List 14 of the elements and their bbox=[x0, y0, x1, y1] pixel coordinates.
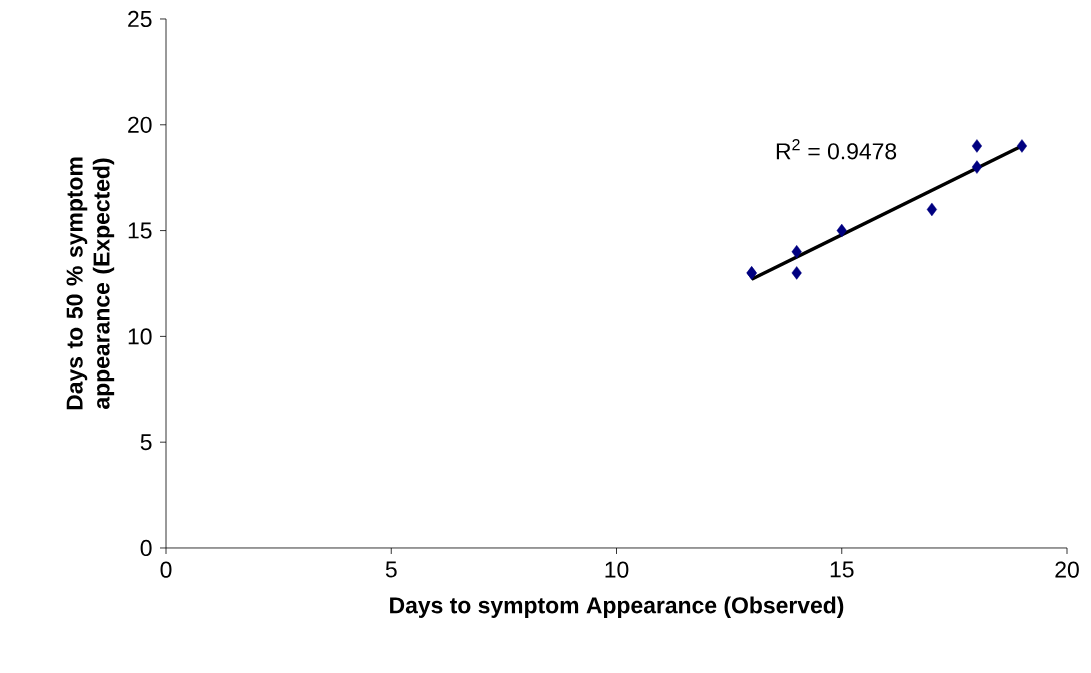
x-tick-label: 20 bbox=[1055, 561, 1079, 578]
y-tick-label: 10 bbox=[128, 328, 152, 345]
annotation: R$^{2}$ = 0.9478 bbox=[776, 138, 897, 160]
x-tick-label: 10 bbox=[605, 561, 629, 578]
x-tick-label: 0 bbox=[160, 561, 172, 578]
y-tick-label: 20 bbox=[128, 116, 152, 133]
x-axis-title: Days to symptom Appearance (Observed) bbox=[390, 596, 844, 618]
x-tick-label: 15 bbox=[830, 561, 854, 578]
x-tick-label: 5 bbox=[385, 561, 397, 578]
y-tick-label: 0 bbox=[140, 539, 152, 557]
y-tick-label: 25 bbox=[128, 10, 152, 28]
y-tick-label: 15 bbox=[128, 222, 152, 239]
y-tick-label: 5 bbox=[140, 434, 152, 451]
y-axis-title: Days to 50 % symptom appearance (Expected) bbox=[66, 157, 115, 410]
